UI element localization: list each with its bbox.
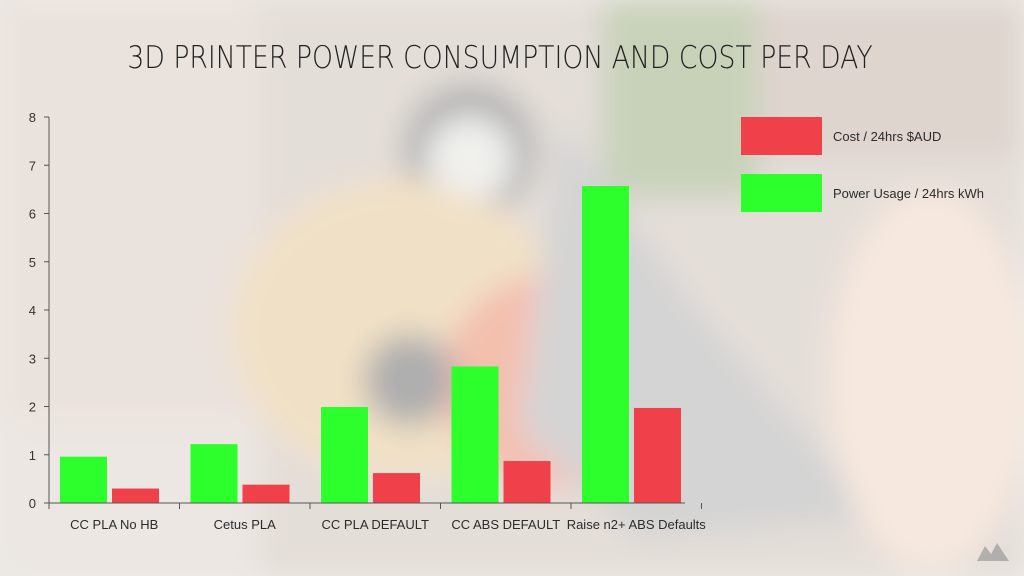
x-category-label: CC PLA DEFAULT	[322, 517, 429, 532]
cost-bar	[634, 408, 681, 503]
y-tick-label: 0	[29, 496, 36, 511]
cost-bar	[243, 485, 290, 503]
legend-label: Power Usage / 24hrs kWh	[833, 186, 984, 201]
power-bar	[582, 186, 629, 503]
x-category-label: CC PLA No HB	[70, 517, 158, 532]
legend-swatch	[741, 117, 822, 155]
power-bar	[60, 457, 107, 503]
power-bar	[191, 444, 238, 503]
power-bar	[452, 366, 499, 503]
cost-bar	[504, 461, 551, 503]
y-tick-label: 6	[29, 207, 36, 222]
legend-label: Cost / 24hrs $AUD	[833, 129, 941, 144]
y-axis: 0 1 2 3 4 5 6 7 8	[29, 110, 49, 511]
legend-swatch	[741, 174, 822, 212]
x-category-label: Raise n2+ ABS Defaults	[567, 517, 707, 532]
brand-logo-icon	[976, 540, 1010, 562]
bars	[60, 186, 681, 503]
cost-bar	[112, 489, 159, 503]
y-tick-label: 1	[29, 448, 36, 463]
y-tick-label: 7	[29, 158, 36, 173]
y-tick-label: 4	[29, 303, 36, 318]
x-axis: CC PLA No HB Cetus PLA CC PLA DEFAULT CC AB…	[49, 503, 706, 532]
x-category-label: CC ABS DEFAULT	[451, 517, 560, 532]
legend: Cost / 24hrs $AUD Power Usage / 24hrs kWh	[741, 117, 984, 212]
cost-bar	[373, 473, 420, 503]
power-bar	[321, 407, 368, 503]
x-category-label: Cetus PLA	[214, 517, 276, 532]
y-tick-label: 5	[29, 255, 36, 270]
y-tick-label: 2	[29, 400, 36, 415]
y-tick-label: 3	[29, 351, 36, 366]
y-tick-label: 8	[29, 110, 36, 125]
